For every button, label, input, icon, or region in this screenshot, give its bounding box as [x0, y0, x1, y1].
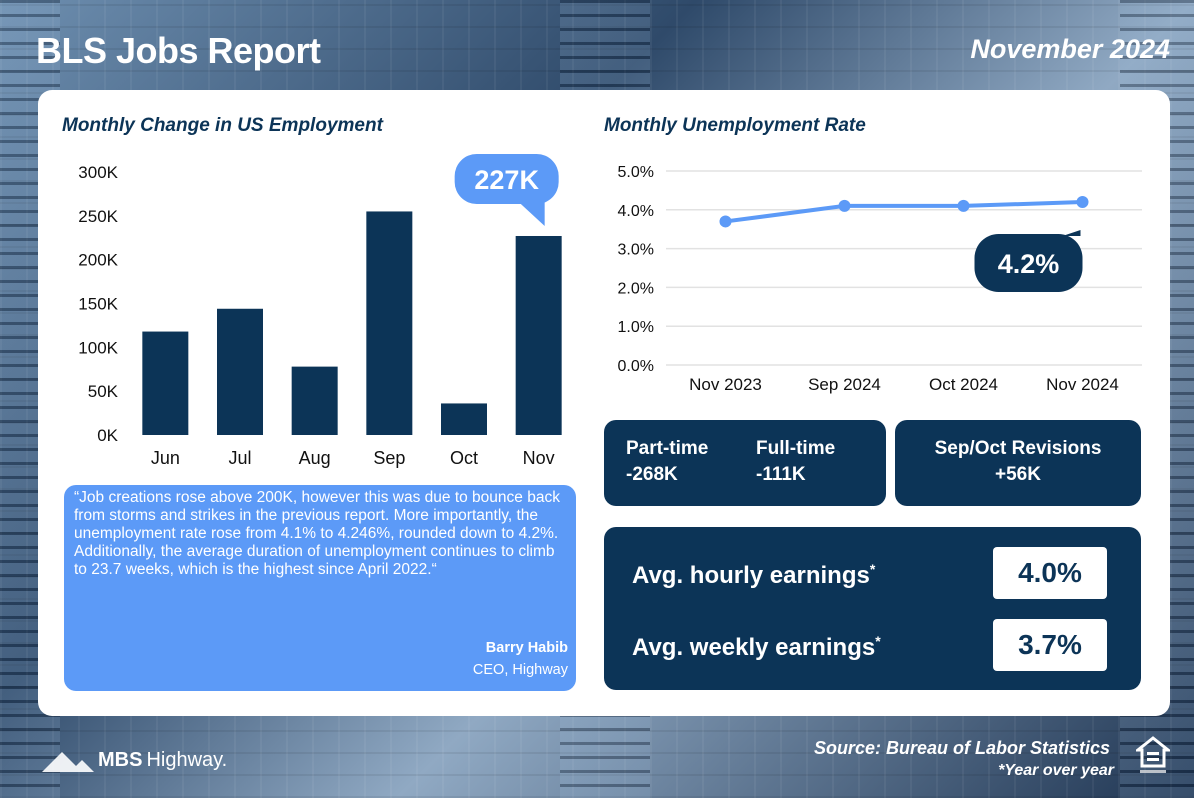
y-tick-label: 3.0% [618, 242, 654, 259]
brand-name-light: Highway. [146, 748, 228, 771]
revisions-stat: Sep/Oct Revisions +56K [895, 436, 1141, 488]
hourly-earnings-label: Avg. hourly earnings* [632, 561, 876, 589]
x-tick-label: Jul [228, 448, 251, 468]
revisions-label: Sep/Oct Revisions [934, 438, 1102, 459]
quote-text: “Job creations rose above 200K, however … [74, 489, 560, 578]
bar [142, 331, 189, 435]
x-tick-label: Nov 2023 [689, 375, 762, 394]
full-time-value: -111K [756, 464, 806, 485]
x-tick-label: Nov [523, 448, 555, 468]
part-time-label: Part-time [626, 438, 709, 459]
x-tick-label: Aug [299, 448, 331, 468]
bar [515, 235, 562, 435]
callout-bubble [454, 154, 559, 204]
unemployment-line-chart: 0.0% 1.0% 2.0% 3.0% 4.0% 5.0% Nov 2023 Sep 2024… [618, 164, 1142, 394]
series-line [725, 200, 1083, 224]
x-tick-label: Sep 2024 [808, 375, 881, 394]
y-tick-label: 0K [97, 426, 118, 445]
brand-name-bold: MBS [98, 748, 143, 771]
y-tick-label: 250K [78, 207, 118, 226]
unemployment-chart-title: Monthly Unemployment Rate [604, 115, 866, 136]
x-tick-label: Sep [373, 448, 405, 468]
weekly-earnings-value: 3.7% [993, 619, 1107, 671]
mountain-logo-icon [42, 752, 94, 772]
y-tick-label: 300K [78, 163, 118, 182]
employment-bar-chart: 0K 50K 100K 150K 200K 250K 300K Jun Jul Aug Sep Oct… [78, 154, 562, 468]
hourly-earnings-value: 4.0% [993, 547, 1107, 599]
quote-author-role: CEO, Highway [472, 662, 568, 678]
bar [291, 366, 338, 435]
y-tick-label: 100K [78, 338, 118, 357]
quote-author: Barry Habib [485, 640, 568, 656]
y-tick-label: 5.0% [618, 164, 654, 181]
full-time-label: Full-time [756, 438, 836, 459]
callout-pointer [518, 202, 545, 226]
brand-logo: MBS Highway. [42, 746, 227, 774]
y-tick-label: 0.0% [618, 358, 654, 375]
part-time-stat: Part-time -268K [626, 436, 708, 488]
footnote-text: *Year over year [998, 762, 1114, 779]
quote-box: “Job creations rose above 200K, however … [64, 485, 576, 691]
bar [366, 211, 413, 435]
full-time-stat: Full-time -111K [756, 436, 835, 488]
y-tick-label: 4.0% [618, 203, 654, 220]
y-tick-label: 50K [88, 382, 119, 401]
y-tick-label: 2.0% [618, 280, 654, 297]
employment-chart-title: Monthly Change in US Employment [62, 115, 383, 136]
data-point [719, 215, 732, 228]
part-full-time-box: Part-time -268K Full-time -111K [604, 420, 886, 506]
callout-bubble [974, 234, 1083, 292]
x-tick-label: Nov 2024 [1046, 375, 1119, 394]
data-point [838, 199, 851, 212]
y-tick-label: 200K [78, 251, 118, 270]
source-text: Source: Bureau of Labor Statistics [813, 738, 1110, 758]
data-point [957, 199, 970, 212]
revisions-box: Sep/Oct Revisions +56K [895, 420, 1141, 506]
report-date: November 2024 [970, 34, 1170, 64]
bar [217, 308, 263, 435]
bar [441, 403, 487, 435]
x-tick-label: Oct 2024 [929, 375, 998, 394]
y-tick-label: 150K [78, 295, 118, 314]
callout-value: 4.2% [998, 249, 1060, 279]
part-time-value: -268K [626, 464, 678, 485]
y-tick-label: 1.0% [618, 319, 654, 336]
weekly-earnings-label: Avg. weekly earnings* [632, 633, 881, 661]
x-tick-label: Oct [450, 448, 478, 468]
data-point [1076, 196, 1089, 209]
x-tick-label: Jun [151, 448, 180, 468]
equal-housing-icon [1136, 736, 1170, 773]
earnings-box: Avg. hourly earnings* 4.0% Avg. weekly e… [604, 527, 1141, 690]
page-title: BLS Jobs Report [36, 30, 321, 71]
revisions-value: +56K [995, 464, 1041, 485]
callout-value: 227K [474, 165, 539, 195]
